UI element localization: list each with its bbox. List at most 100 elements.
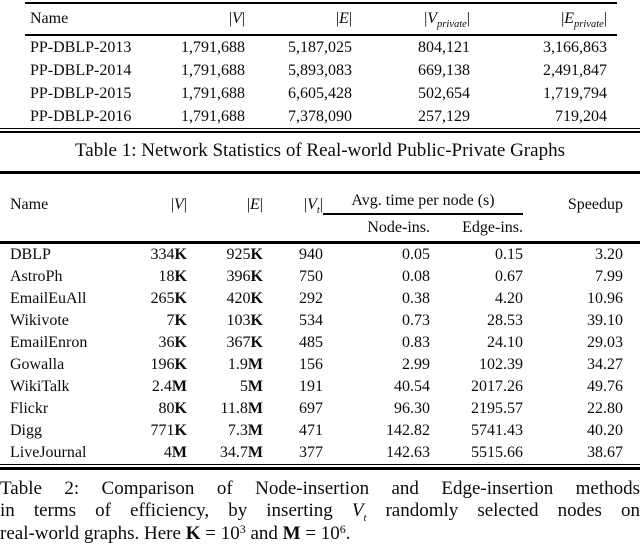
- table1: Name |V| |E| |Vprivate| |Eprivate| PP-DB…: [25, 2, 617, 128]
- table-row: PP-DBLP-2014 1,791,688 5,893,083 669,138…: [25, 59, 617, 82]
- t2-cell-edge-ins: 2195.57: [471, 400, 523, 417]
- t1-cell-e-private: 3,166,863: [543, 39, 607, 56]
- t2-cell-speedup: 39.10: [587, 312, 623, 329]
- table2-header-row-2: Node-ins. Edge-ins.: [0, 214, 640, 244]
- t1-cell-v: 1,791,688: [181, 85, 245, 102]
- table2-caption: Table 2: Comparison of Node-insertion an…: [0, 478, 640, 545]
- t2-cell-v: 4M: [163, 444, 187, 461]
- t1-header-v: |V|: [160, 3, 245, 36]
- t2-cell-vt: 471: [299, 422, 323, 439]
- t1-cell-v-private: 669,138: [418, 62, 470, 79]
- t2-cell-name: WikiTalk: [10, 378, 70, 395]
- table-row: EmailEnron 36K 367K 485 0.83 24.10 29.03: [0, 332, 640, 354]
- t2-header-node-ins: Node-ins.: [323, 214, 430, 244]
- table2-bottom-rule: [0, 464, 640, 470]
- table1-header-row: Name |V| |E| |Vprivate| |Eprivate|: [25, 3, 617, 36]
- t1-cell-v: 1,791,688: [181, 62, 245, 79]
- t2-cell-e: 420K: [226, 290, 263, 307]
- t2-cell-name: EmailEnron: [10, 334, 88, 351]
- t1-cell-e: 5,893,083: [288, 62, 352, 79]
- t1-cell-v: 1,791,688: [181, 108, 245, 125]
- t2-cell-v: 334K: [150, 246, 187, 263]
- t2-cell-node-ins: 96.30: [394, 400, 430, 417]
- table1-bottom-rule: [0, 128, 640, 133]
- t2-cell-speedup: 49.76: [587, 378, 623, 395]
- t2-cell-edge-ins: 24.10: [487, 334, 523, 351]
- t2-cell-e: 1.9M: [227, 356, 263, 373]
- t2-cell-node-ins: 142.82: [386, 422, 430, 439]
- t2-cell-name: Digg: [10, 422, 42, 439]
- t1-cell-name: PP-DBLP-2016: [30, 108, 132, 125]
- t2-cell-edge-ins: 5741.43: [471, 422, 523, 439]
- table2-caption-line-2: in terms of efficiency, by inserting Vt …: [0, 500, 640, 525]
- t2-cell-e: 7.3M: [227, 422, 263, 439]
- table-row: Digg 771K 7.3M 471 142.82 5741.43 40.20: [0, 420, 640, 442]
- table-row: Wikivote 7K 103K 534 0.73 28.53 39.10: [0, 310, 640, 332]
- table2: Name |V| |E| |Vt| Avg. time per node (s)…: [0, 171, 640, 464]
- t2-cell-edge-ins: 28.53: [487, 312, 523, 329]
- t2-cell-v: 265K: [150, 290, 187, 307]
- t2-cell-node-ins: 0.05: [402, 246, 430, 263]
- t2-cell-e: 103K: [226, 312, 263, 329]
- t2-cell-e: 396K: [226, 268, 263, 285]
- t1-cell-v-private: 257,129: [418, 108, 470, 125]
- t2-cell-name: Flickr: [10, 400, 49, 417]
- table-row: DBLP 334K 925K 940 0.05 0.15 3.20: [0, 243, 640, 267]
- t1-cell-e: 6,605,428: [288, 85, 352, 102]
- t2-cell-v: 196K: [150, 356, 187, 373]
- t1-header-name: Name: [25, 3, 160, 36]
- table-row: PP-DBLP-2016 1,791,688 7,378,090 257,129…: [25, 105, 617, 128]
- t2-cell-e: 11.8M: [220, 400, 263, 417]
- t2-cell-speedup: 29.03: [587, 334, 623, 351]
- t1-cell-e-private: 2,491,847: [543, 62, 607, 79]
- t2-cell-v: 771K: [150, 422, 187, 439]
- t2-header-avg-time-group: Avg. time per node (s): [323, 172, 523, 215]
- t2-cell-v: 18K: [158, 268, 187, 285]
- t2-cell-speedup: 38.67: [587, 444, 623, 461]
- table-row: PP-DBLP-2015 1,791,688 6,605,428 502,654…: [25, 82, 617, 105]
- t2-cell-speedup: 10.96: [587, 290, 623, 307]
- t2-cell-vt: 292: [299, 290, 323, 307]
- t2-header-edge-ins: Edge-ins.: [430, 214, 523, 244]
- t2-cell-vt: 191: [299, 378, 323, 395]
- t1-cell-e: 5,187,025: [288, 39, 352, 56]
- t2-cell-e: 5M: [239, 378, 263, 395]
- t1-cell-e-private: 719,204: [555, 108, 607, 125]
- t2-cell-edge-ins: 0.15: [495, 246, 523, 263]
- t2-cell-v: 36K: [158, 334, 187, 351]
- t2-cell-name: AstroPh: [10, 268, 63, 285]
- t1-cell-name: PP-DBLP-2013: [30, 39, 132, 56]
- t2-cell-node-ins: 40.54: [394, 378, 430, 395]
- t2-cell-e: 34.7M: [219, 444, 263, 461]
- t2-cell-vt: 697: [299, 400, 323, 417]
- t2-cell-v: 7K: [166, 312, 187, 329]
- t2-cell-edge-ins: 102.39: [479, 356, 523, 373]
- t2-cell-vt: 940: [299, 246, 323, 263]
- t2-cell-name: Gowalla: [10, 356, 65, 373]
- t2-cell-node-ins: 2.99: [402, 356, 430, 373]
- t2-cell-node-ins: 0.73: [402, 312, 430, 329]
- t1-cell-name: PP-DBLP-2015: [30, 85, 132, 102]
- t2-header-speedup: Speedup: [523, 172, 640, 244]
- table-row: AstroPh 18K 396K 750 0.08 0.67 7.99: [0, 266, 640, 288]
- t2-cell-e: 367K: [226, 334, 263, 351]
- table-row: LiveJournal 4M 34.7M 377 142.63 5515.66 …: [0, 442, 640, 464]
- t2-header-e: |E|: [187, 172, 263, 244]
- t2-header-v: |V|: [118, 172, 187, 244]
- t1-cell-e-private: 1,719,794: [543, 85, 607, 102]
- t2-cell-vt: 485: [299, 334, 323, 351]
- t1-cell-v: 1,791,688: [181, 39, 245, 56]
- t2-cell-v: 2.4M: [151, 378, 187, 395]
- t1-cell-v-private: 804,121: [418, 39, 470, 56]
- table-row: Gowalla 196K 1.9M 156 2.99 102.39 34.27: [0, 354, 640, 376]
- t2-cell-e: 925K: [226, 246, 263, 263]
- t2-cell-node-ins: 0.83: [402, 334, 430, 351]
- t2-cell-name: DBLP: [10, 246, 51, 263]
- t2-cell-edge-ins: 5515.66: [471, 444, 523, 461]
- table1-caption: Table 1: Network Statistics of Real-worl…: [75, 140, 565, 161]
- t2-cell-vt: 156: [299, 356, 323, 373]
- t2-cell-name: Wikivote: [10, 312, 69, 329]
- table-row: Flickr 80K 11.8M 697 96.30 2195.57 22.80: [0, 398, 640, 420]
- table-row: EmailEuAll 265K 420K 292 0.38 4.20 10.96: [0, 288, 640, 310]
